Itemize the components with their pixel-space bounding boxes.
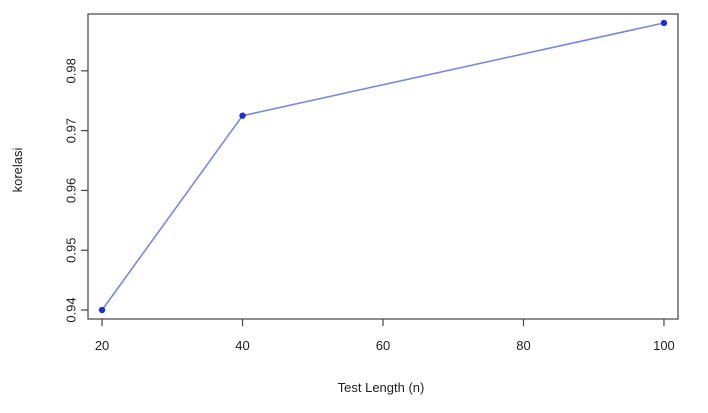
series-line (101, 22, 665, 311)
x-tick-label: 20 (95, 338, 109, 353)
x-axis-title: Test Length (n) (338, 380, 425, 395)
x-tick-label: 80 (516, 338, 530, 353)
y-tick-label: 0.97 (64, 118, 79, 143)
x-axis: 20 40 60 80 100 (95, 319, 675, 353)
y-tick-label: 0.94 (64, 297, 79, 322)
y-axis-title: korelasi (10, 147, 25, 192)
x-tick-label: 100 (653, 338, 675, 353)
data-point (660, 19, 668, 27)
data-point (98, 306, 106, 314)
x-tick-label: 40 (235, 338, 249, 353)
y-tick-label: 0.96 (64, 178, 79, 203)
y-tick-label: 0.98 (64, 58, 79, 83)
y-axis: 0.94 0.95 0.96 0.97 0.98 (64, 58, 88, 323)
x-tick-label: 60 (376, 338, 390, 353)
data-points (98, 19, 668, 314)
y-tick-label: 0.95 (64, 238, 79, 263)
plot-frame (87, 13, 679, 320)
data-point (239, 112, 246, 119)
